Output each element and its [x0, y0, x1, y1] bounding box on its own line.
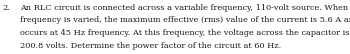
Text: occurs at 45 Hz frequency. At this frequency, the voltage across the capacitor i: occurs at 45 Hz frequency. At this frequ… — [20, 29, 350, 37]
Text: frequency is varied, the maximum effective (rms) value of the current is 5.6 A a: frequency is varied, the maximum effecti… — [20, 16, 350, 24]
Text: 2.: 2. — [3, 4, 11, 12]
Text: An RLC circuit is connected across a variable frequency, 110-volt source. When t: An RLC circuit is connected across a var… — [20, 4, 350, 12]
Text: 200.8 volts. Determine the power factor of the circuit at 60 Hz.: 200.8 volts. Determine the power factor … — [20, 42, 281, 50]
